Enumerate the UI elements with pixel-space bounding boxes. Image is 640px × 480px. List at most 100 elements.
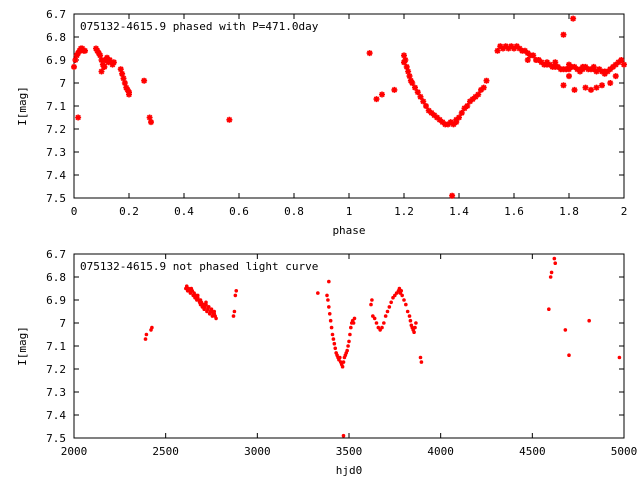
data-point xyxy=(389,300,393,305)
data-point xyxy=(383,314,388,318)
data-point xyxy=(566,73,572,80)
data-point xyxy=(201,302,206,307)
y-tick-label: 7.2 xyxy=(46,363,66,376)
data-point xyxy=(593,84,600,91)
data-point xyxy=(547,307,551,312)
data-point xyxy=(233,293,238,298)
data-point xyxy=(582,84,589,91)
data-point xyxy=(209,309,214,314)
data-point xyxy=(461,105,468,112)
data-point xyxy=(372,316,377,321)
y-tick-label: 7 xyxy=(59,317,66,330)
phased-light-curve-panel: 0 0.2 0.4 0.6 0.8 1 1.2 1.4 1.6 1.8 2 6.7 6.8 6.9 7 7.… xyxy=(16,8,627,237)
data-point xyxy=(405,309,410,314)
y-tick-label: 7.5 xyxy=(46,192,66,205)
data-point xyxy=(447,119,454,126)
data-point xyxy=(615,59,622,66)
data-point xyxy=(97,52,104,59)
data-point xyxy=(472,93,479,100)
data-point xyxy=(331,337,336,341)
data-point xyxy=(425,107,432,114)
data-point xyxy=(530,52,537,59)
y-tick-label: 7 xyxy=(59,77,66,90)
data-point xyxy=(516,45,523,52)
x-tick-label: 0.8 xyxy=(284,205,304,218)
x-tick-label: 2 xyxy=(621,205,628,218)
data-point xyxy=(101,63,108,70)
data-point xyxy=(412,330,416,335)
data-point xyxy=(483,77,490,84)
data-point xyxy=(612,61,619,68)
data-point xyxy=(508,43,515,50)
data-point xyxy=(553,261,558,266)
data-point xyxy=(212,312,217,316)
data-point xyxy=(593,68,600,75)
data-point xyxy=(232,309,237,314)
data-point xyxy=(141,77,148,84)
data-point xyxy=(348,332,352,337)
data-point xyxy=(402,57,409,63)
data-point xyxy=(399,289,404,293)
data-point xyxy=(198,298,203,302)
data-point xyxy=(325,293,329,298)
data-point xyxy=(387,305,392,309)
data-point xyxy=(546,61,553,68)
data-point xyxy=(502,43,509,50)
data-point xyxy=(72,57,79,63)
y-tick-label: 7.4 xyxy=(46,169,66,182)
data-point xyxy=(548,275,553,279)
y-tick-label: 7.1 xyxy=(46,340,66,353)
data-point xyxy=(328,318,333,323)
data-point xyxy=(566,61,572,68)
x-tick-label: 1.4 xyxy=(449,205,469,218)
data-point xyxy=(494,47,501,54)
data-point xyxy=(403,63,410,70)
data-point xyxy=(612,73,619,80)
x-tick-label: 1.8 xyxy=(559,205,579,218)
data-point xyxy=(599,82,605,89)
data-point xyxy=(370,298,374,302)
data-point xyxy=(98,57,105,63)
data-point xyxy=(419,360,424,364)
x-tick-label: 1 xyxy=(346,205,353,218)
data-point xyxy=(544,59,550,66)
data-point xyxy=(366,50,373,57)
data-point xyxy=(214,316,218,321)
data-point xyxy=(338,355,342,360)
y-tick-label: 7.3 xyxy=(46,386,66,399)
data-point xyxy=(146,114,153,121)
chart-title: 075132-4615.9 phased with P=471.0day xyxy=(80,20,319,33)
data-point xyxy=(144,332,149,337)
y-tick-label: 7.1 xyxy=(46,100,66,113)
data-point xyxy=(369,302,373,307)
data-point xyxy=(98,68,105,75)
data-point xyxy=(458,109,465,116)
data-point xyxy=(226,116,233,123)
data-point xyxy=(571,63,578,70)
data-point xyxy=(391,86,398,93)
data-point xyxy=(464,103,471,109)
plot-frame xyxy=(73,13,625,199)
data-point xyxy=(449,192,456,199)
data-point xyxy=(379,91,385,98)
y-tick-label: 6.7 xyxy=(46,8,66,21)
data-point xyxy=(431,112,438,119)
data-point xyxy=(420,98,427,105)
data-point xyxy=(380,325,384,330)
data-point xyxy=(417,93,424,100)
x-tick-label: 0.6 xyxy=(229,205,249,218)
data-point xyxy=(120,75,127,82)
data-point xyxy=(121,80,128,86)
data-point xyxy=(538,59,545,66)
data-point xyxy=(110,59,117,66)
data-point xyxy=(578,66,585,73)
data-point xyxy=(349,325,353,330)
data-point xyxy=(400,293,404,298)
data-point xyxy=(406,73,413,80)
data-point xyxy=(524,57,531,63)
y-tick-label: 6.8 xyxy=(46,271,66,284)
data-point xyxy=(231,314,236,318)
data-point xyxy=(535,57,542,63)
data-point xyxy=(607,66,614,73)
